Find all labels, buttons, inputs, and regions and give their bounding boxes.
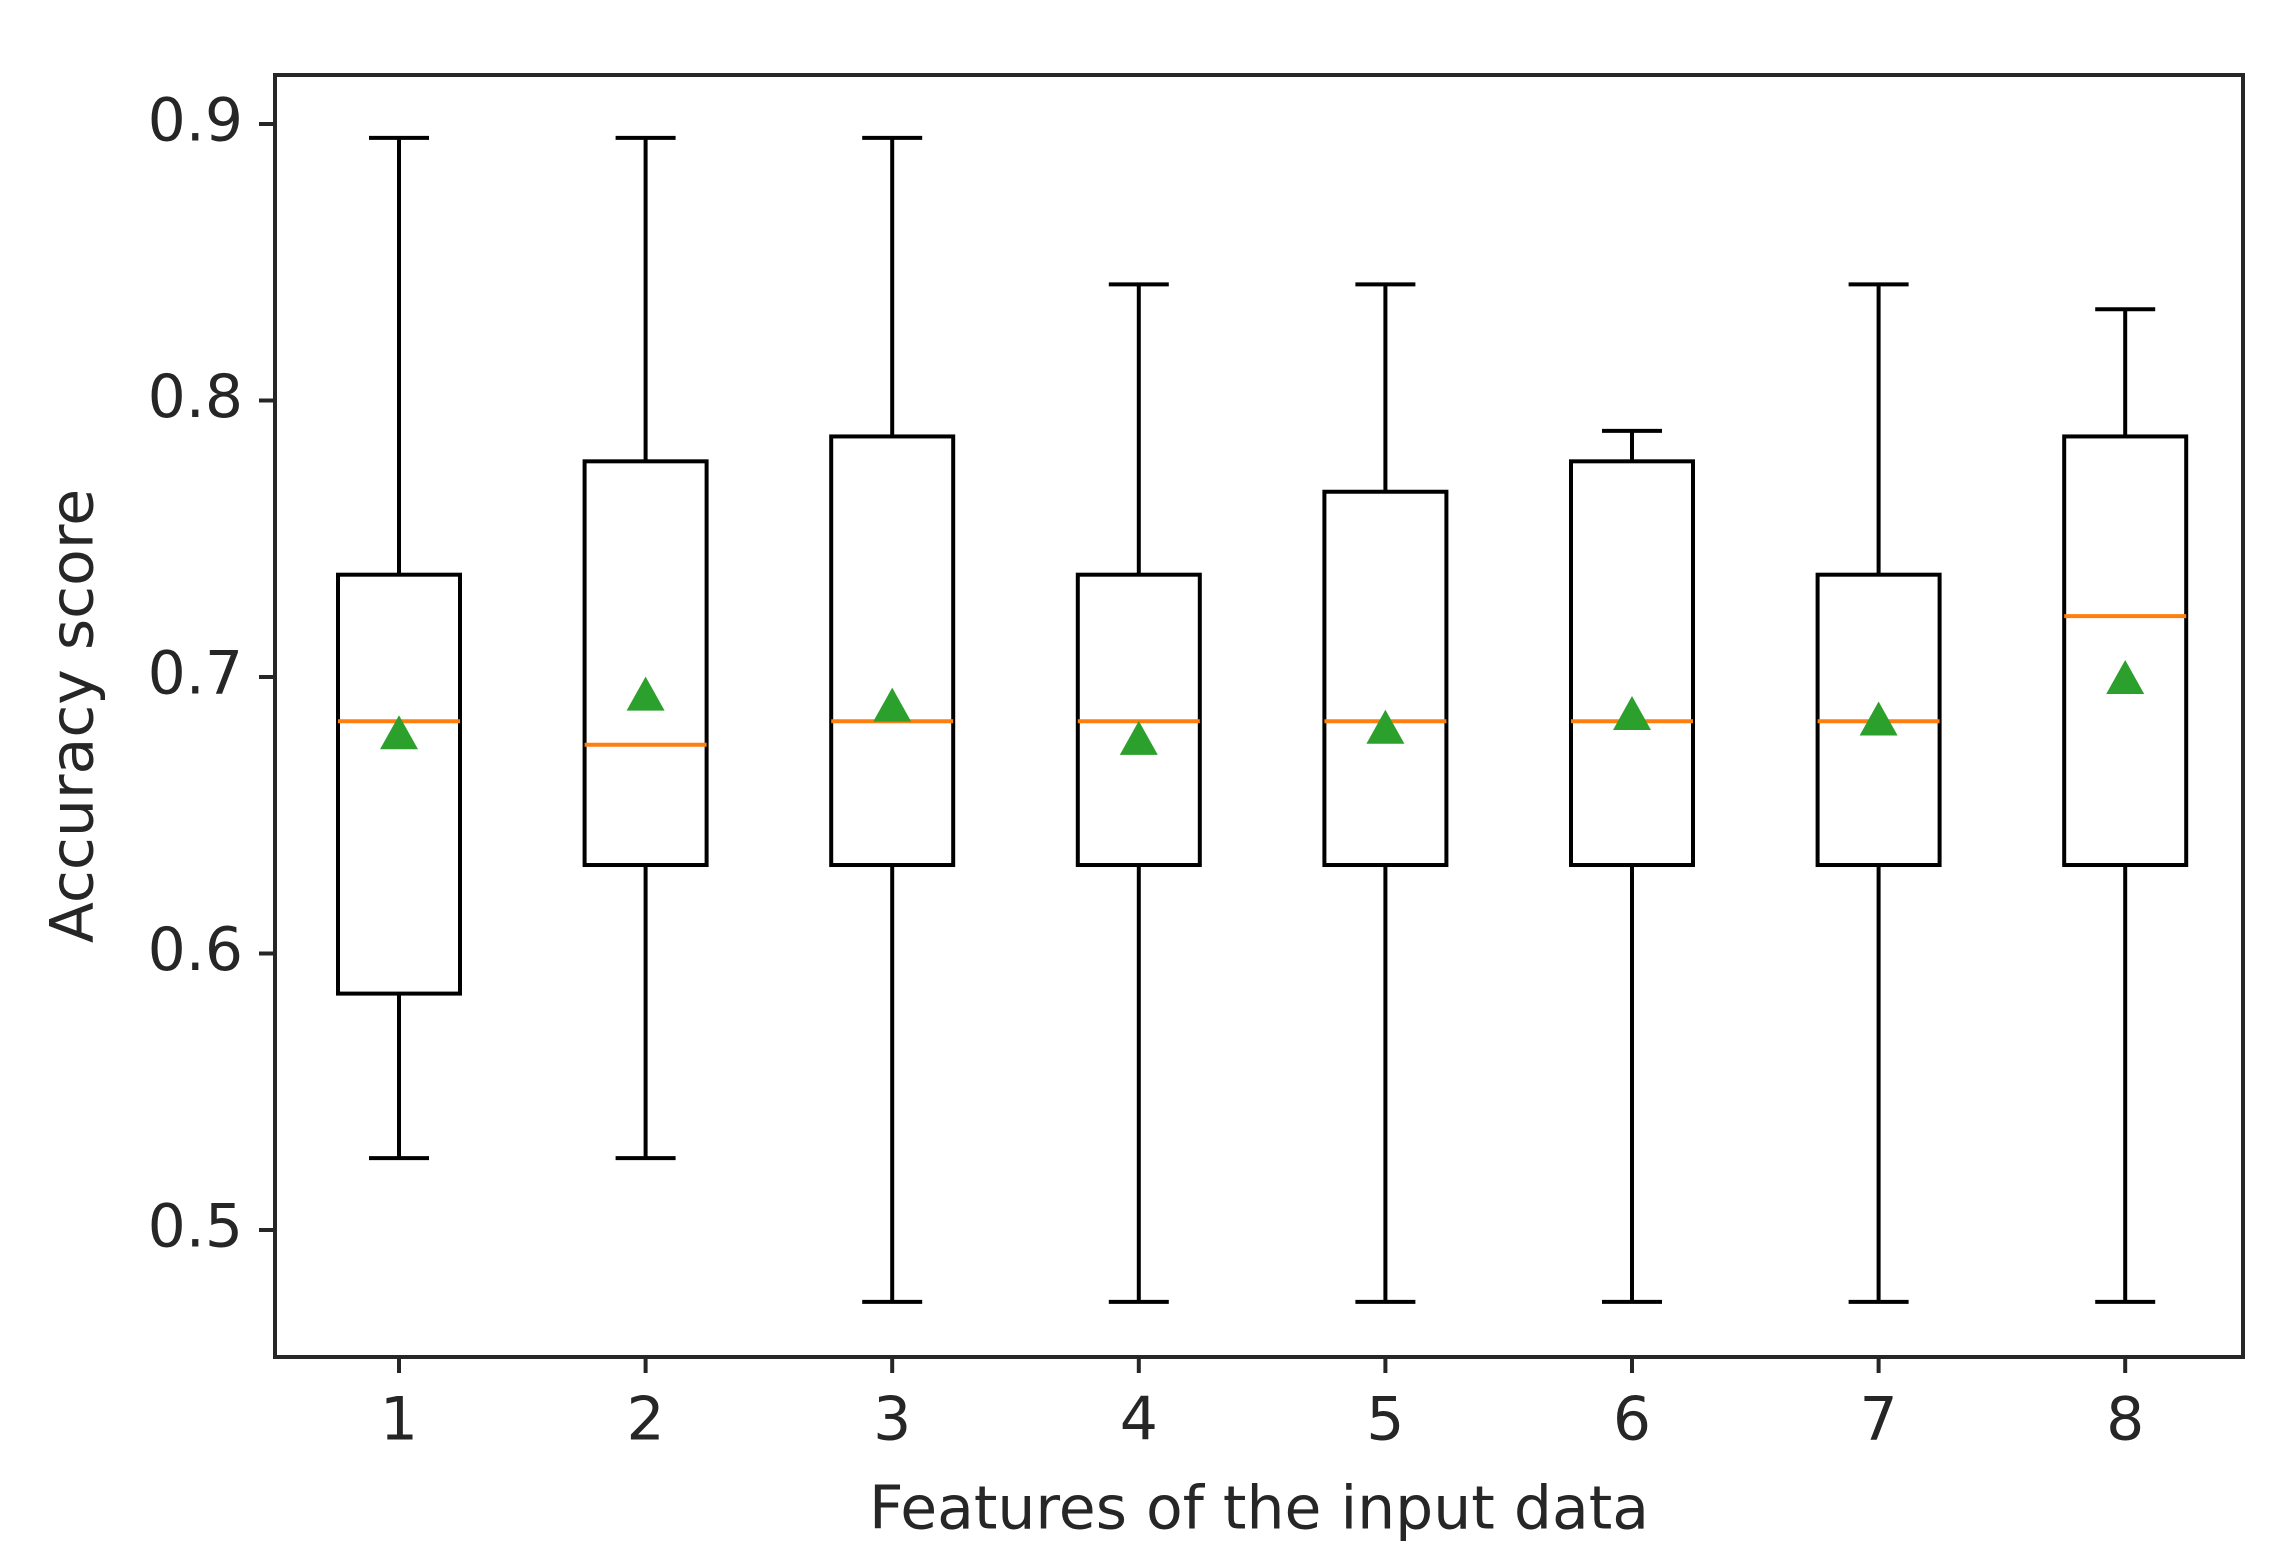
x-tick-label: 2 bbox=[627, 1385, 665, 1455]
box-group-4 bbox=[1075, 282, 1202, 1304]
box-iqr bbox=[1569, 459, 1695, 868]
box-iqr bbox=[829, 434, 956, 868]
mean-marker bbox=[2106, 660, 2145, 694]
x-axis-ticks: 1 2 3 4 5 6 7 8 bbox=[380, 1357, 2144, 1455]
x-axis-label: Features of the input data bbox=[869, 1474, 1649, 1544]
y-axis-ticks: 0.5 0.6 0.7 0.8 0.9 bbox=[148, 86, 275, 1262]
y-tick-label: 0.6 bbox=[148, 915, 243, 985]
y-tick-label: 0.5 bbox=[148, 1192, 243, 1262]
box-group-2 bbox=[582, 135, 709, 1161]
x-tick-label: 5 bbox=[1366, 1385, 1404, 1455]
mean-marker bbox=[1859, 701, 1898, 736]
mean-marker bbox=[380, 715, 418, 750]
box-iqr bbox=[336, 572, 462, 996]
mean-marker bbox=[1613, 695, 1651, 730]
x-tick-label: 1 bbox=[380, 1385, 418, 1455]
box-group-8 bbox=[2062, 307, 2189, 1304]
x-tick-label: 3 bbox=[873, 1385, 911, 1455]
box-series bbox=[336, 135, 2189, 1304]
y-tick-label: 0.7 bbox=[148, 639, 243, 709]
box-group-1 bbox=[336, 135, 462, 1161]
mean-marker bbox=[873, 687, 912, 722]
y-axis-label: Accuracy score bbox=[38, 489, 108, 943]
x-tick-label: 8 bbox=[2106, 1385, 2144, 1455]
mean-marker bbox=[1119, 720, 1158, 755]
box-iqr bbox=[2062, 434, 2189, 868]
mean-marker bbox=[1366, 709, 1405, 744]
y-tick-label: 0.9 bbox=[148, 86, 243, 156]
y-tick-label: 0.8 bbox=[148, 362, 243, 432]
box-group-6 bbox=[1569, 428, 1695, 1304]
plot-area-frame bbox=[273, 73, 2245, 1359]
x-tick-label: 6 bbox=[1613, 1385, 1651, 1455]
x-tick-label: 4 bbox=[1120, 1385, 1158, 1455]
mean-marker bbox=[626, 676, 665, 711]
box-group-7 bbox=[1815, 282, 1942, 1304]
box-iqr bbox=[582, 459, 709, 868]
box-iqr bbox=[1322, 489, 1449, 868]
box-group-3 bbox=[829, 135, 956, 1304]
x-tick-label: 7 bbox=[1860, 1385, 1898, 1455]
box-group-5 bbox=[1322, 282, 1449, 1304]
